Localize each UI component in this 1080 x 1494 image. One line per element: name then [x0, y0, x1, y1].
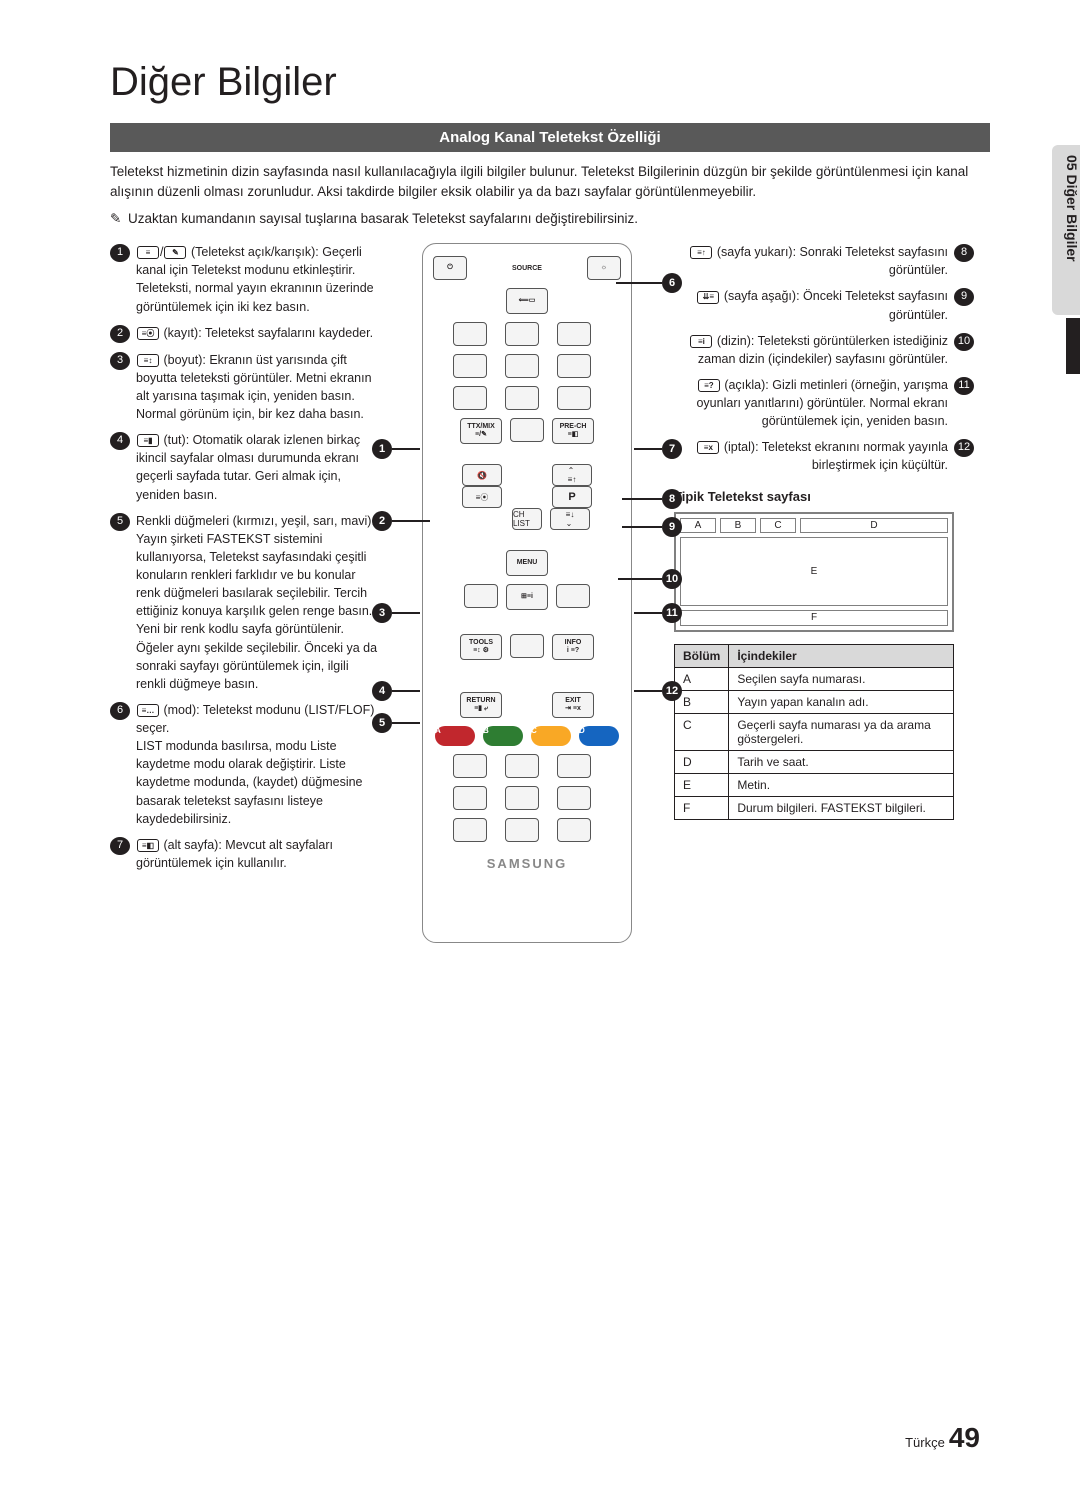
callout-icon: 8 — [662, 489, 682, 509]
note-text: ✎Uzaktan kumandanın sayısal tuşlarına ba… — [110, 211, 990, 227]
media-button[interactable] — [557, 786, 591, 810]
ttx-button[interactable]: TTX/MIX≡/✎ — [460, 418, 502, 444]
list-item: 7≡◧ (alt sayfa): Mevcut alt sayfaları gö… — [110, 836, 380, 872]
right-arrow[interactable] — [556, 584, 590, 608]
list-item: 6≡… (mod): Teletekst modunu (LIST/FLOF) … — [110, 701, 380, 828]
hdmi-button[interactable]: ⟸▭ — [506, 288, 548, 314]
enter-button[interactable] — [510, 634, 544, 658]
list-item: 5Renkli düğmeleri (kırmızı, yeşil, sarı,… — [110, 512, 380, 693]
list-item: ≡↑ (sayfa yukarı): Sonraki Teletekst say… — [674, 243, 974, 279]
list-item: 4≡▮ (tut): Otomatik olarak izlenen birka… — [110, 431, 380, 504]
num-button[interactable] — [453, 322, 487, 346]
media-button[interactable] — [505, 786, 539, 810]
num-button[interactable] — [453, 354, 487, 378]
list-item: 2≡⦿ (kayıt): Teletekst sayfalarını kayde… — [110, 324, 380, 343]
media-button[interactable] — [557, 754, 591, 778]
num-button[interactable] — [510, 418, 544, 442]
callout-icon: 7 — [662, 439, 682, 459]
source-label: SOURCE — [475, 265, 579, 272]
media-button[interactable] — [557, 818, 591, 842]
remote-control: ⏻ SOURCE ☼ ⟸▭ TTX/MIX≡/✎ PRE-CH≡◧ 🔇 ⌃≡↑ … — [422, 243, 632, 943]
list-item: 1≡/✎ (Teletekst açık/karışık): Geçerli k… — [110, 243, 380, 316]
media-button[interactable] — [453, 818, 487, 842]
callout-icon: 11 — [662, 603, 682, 623]
section-heading: Analog Kanal Teletekst Özelliği — [110, 123, 990, 152]
exit-button[interactable]: EXIT⇥ ≡x — [552, 692, 594, 718]
num-button[interactable] — [505, 354, 539, 378]
media-button[interactable] — [505, 818, 539, 842]
layout-title: Tipik Teletekst sayfası — [674, 489, 974, 504]
parts-table: Bölümİçindekiler ASeçilen sayfa numarası… — [674, 644, 954, 820]
right-column: ≡↑ (sayfa yukarı): Sonraki Teletekst say… — [674, 243, 974, 943]
num-button[interactable] — [505, 386, 539, 410]
tools-button[interactable]: TOOLS≡↕ ⚙ — [460, 634, 502, 660]
media-button[interactable] — [453, 786, 487, 810]
callout-icon: 12 — [662, 681, 682, 701]
media-button[interactable] — [505, 754, 539, 778]
remote-column: ⏻ SOURCE ☼ ⟸▭ TTX/MIX≡/✎ PRE-CH≡◧ 🔇 ⌃≡↑ … — [392, 243, 662, 943]
list-item: ⇊≡ (sayfa aşağı): Önceki Teletekst sayfa… — [674, 287, 974, 323]
up-button[interactable]: ⌃≡↑ — [552, 464, 592, 486]
teletext-layout-diagram: A B C D E F — [674, 512, 954, 632]
edge-marker — [1066, 318, 1080, 374]
prech-button[interactable]: PRE-CH≡◧ — [552, 418, 594, 444]
callout-icon: 1 — [372, 439, 392, 459]
num-button[interactable] — [557, 322, 591, 346]
list-item: 3≡↕ (boyut): Ekranın üst yarısında çift … — [110, 351, 380, 424]
color-b-button[interactable]: B — [483, 726, 523, 746]
num-button[interactable] — [557, 354, 591, 378]
num-button[interactable] — [453, 386, 487, 410]
num-button[interactable] — [557, 386, 591, 410]
vol-button[interactable]: ≡⦿ — [462, 486, 502, 508]
callout-icon: 10 — [662, 569, 682, 589]
return-button[interactable]: RETURN≡▮ ⤶ — [460, 692, 502, 718]
chlist-button[interactable]: CH LIST — [512, 508, 542, 530]
down-button[interactable]: ≡↓⌄ — [550, 508, 590, 530]
brand-label: SAMSUNG — [433, 856, 621, 871]
callout-icon: 6 — [662, 273, 682, 293]
page-footer: Türkçe49 — [905, 1422, 980, 1454]
left-arrow[interactable] — [464, 584, 498, 608]
sidebar-tab: 05 Diğer Bilgiler — [1052, 145, 1080, 315]
page-title: Diğer Bilgiler — [110, 60, 990, 105]
callout-icon: 4 — [372, 681, 392, 701]
color-a-button[interactable]: A — [435, 726, 475, 746]
power-button[interactable]: ⏻ — [433, 256, 467, 280]
list-item: ≡? (açıkla): Gizli metinleri (örneğin, y… — [674, 376, 974, 430]
callout-icon: 3 — [372, 603, 392, 623]
intro-text: Teletekst hizmetinin dizin sayfasında na… — [110, 162, 990, 201]
menu-button[interactable]: MENU — [506, 550, 548, 576]
list-item: ≡x (iptal): Teletekst ekranını normak ya… — [674, 438, 974, 474]
callout-icon: 9 — [662, 517, 682, 537]
light-button[interactable]: ☼ — [587, 256, 621, 280]
info-button[interactable]: INFOi ≡? — [552, 634, 594, 660]
p-button[interactable]: P — [552, 486, 592, 508]
list-item: ≡i (dizin): Teleteksti görüntülerken ist… — [674, 332, 974, 368]
num-button[interactable] — [505, 322, 539, 346]
media-button[interactable] — [453, 754, 487, 778]
guide-button[interactable]: ⊞≡i — [506, 584, 548, 610]
color-d-button[interactable]: D — [579, 726, 619, 746]
color-c-button[interactable]: C — [531, 726, 571, 746]
left-column: 1≡/✎ (Teletekst açık/karışık): Geçerli k… — [110, 243, 380, 943]
callout-icon: 2 — [372, 511, 392, 531]
mute-button[interactable]: 🔇 — [462, 464, 502, 486]
callout-icon: 5 — [372, 713, 392, 733]
